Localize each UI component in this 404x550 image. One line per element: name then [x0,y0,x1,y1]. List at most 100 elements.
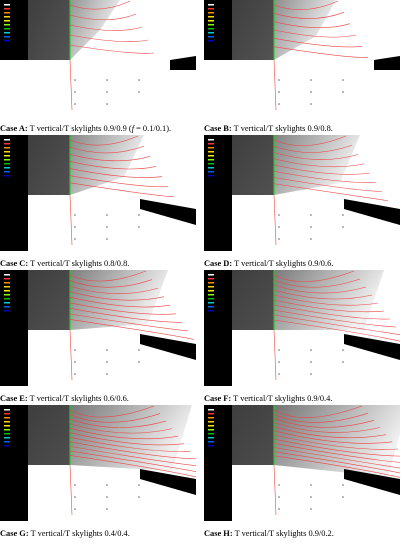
legend-swatch [4,413,10,415]
measurement-point [342,496,344,498]
contour-line [273,422,381,433]
contour-line [69,194,73,246]
measurement-point [310,91,312,93]
contour-line [273,451,404,475]
legend-swatch [4,425,10,427]
legend-swatch [208,155,214,157]
measurement-point [310,79,312,81]
contour-line [273,443,404,464]
case-label: Case D: [204,259,233,268]
skylight [170,56,196,70]
contour-line [273,447,404,469]
measurement-point [310,508,312,510]
panel: Case E: T vertical/T skylights 0.6/0.6. [0,270,200,403]
contour-line [273,314,403,336]
legend-swatch [4,274,10,276]
legend-bar [0,405,28,521]
legend-swatch [208,139,214,141]
contour-line [273,38,363,48]
panel: Case G: T vertical/T skylights 0.4/0.4. [0,405,215,538]
contour-line [273,405,363,418]
measurement-point [310,373,312,375]
measurement-point [278,361,280,363]
measurement-point [342,79,344,81]
contour-line [69,135,139,146]
measurement-point [106,238,108,240]
skylight [140,334,196,360]
legend-swatch [208,40,214,42]
measurement-point [278,373,280,375]
panel: Case F: T vertical/T skylights 0.9/0.4. [204,270,404,403]
contour-line [273,289,373,300]
caption: Case E: T vertical/T skylights 0.6/0.6. [0,394,200,403]
measurement-point [310,214,312,216]
simulation-image [204,405,404,521]
contour-line [273,158,365,168]
contour-line [69,441,197,460]
measurement-point [106,91,108,93]
caption-text: T vertical/T skylights 0.9/0.8. [233,124,333,133]
legend-swatch [208,302,214,304]
measurement-point [138,214,140,216]
measurement-point [74,103,76,105]
measurement-point [106,496,108,498]
contour-line [69,0,131,10]
legend-swatch [4,171,10,173]
simulation-image [204,135,400,251]
dark-wedge [232,135,274,195]
legend-swatch [208,8,214,10]
contour-line [69,319,195,340]
contour-line [273,170,377,183]
contour-line [69,34,149,42]
contour-line [69,153,151,162]
legend-bar [204,405,232,521]
legend-swatch [4,4,10,6]
contour-line [273,464,277,516]
measurement-point [138,349,140,351]
legend-swatch [4,298,10,300]
legend-swatch [208,274,214,276]
contour-line [273,278,361,288]
legend-swatch [208,32,214,34]
caption-text: T vertical/T skylights 0.4/0.4. [30,529,130,538]
case-label: Case H: [204,529,233,538]
skylight [374,56,400,70]
legend-swatch [4,143,10,145]
contour-line [273,299,385,313]
legend-bar [204,270,232,386]
legend-swatch [208,294,214,296]
measurement-point [74,91,76,93]
contour-line [273,59,277,111]
contour-line [273,29,357,38]
contour-line [273,438,404,457]
dark-wedge [232,0,274,60]
contour-line [273,294,379,306]
measurement-point [138,496,140,498]
legend-swatch [4,139,10,141]
legend-swatch [208,421,214,423]
legend-swatch [208,143,214,145]
legend-swatch [208,278,214,280]
legend-swatch [4,36,10,38]
measurement-point [74,226,76,228]
measurement-point [310,496,312,498]
legend-swatch [4,32,10,34]
simulation-image [0,405,215,521]
measurement-point [74,373,76,375]
legend-swatch [208,409,214,411]
measurement-point [106,349,108,351]
measurement-point [74,508,76,510]
dark-wedge [28,135,70,195]
measurement-point [310,103,312,105]
caption: Case D: T vertical/T skylights 0.9/0.6. [204,259,404,268]
contour-line [69,13,137,21]
contour-line [69,302,177,315]
measurement-point [138,361,140,363]
legend-swatch [4,294,10,296]
measurement-point [106,373,108,375]
contour-line [69,161,157,170]
contour-line [69,145,145,154]
measurement-point [342,226,344,228]
contour-line [273,284,367,294]
legend-bar [0,0,28,60]
